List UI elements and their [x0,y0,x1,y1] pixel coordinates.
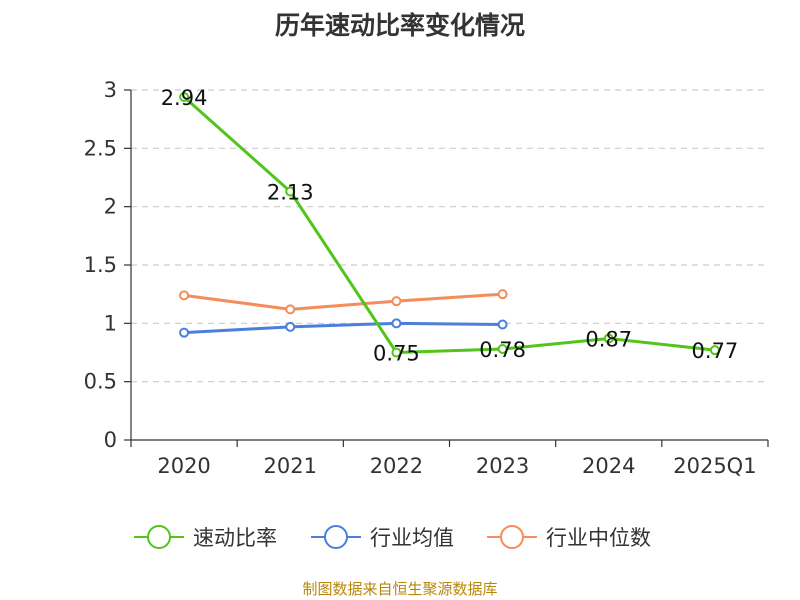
legend-item-0[interactable]: 速动比率 [134,525,277,550]
x-tick-label: 2025Q1 [673,454,756,478]
legend[interactable]: 速动比率 行业均值 行业中位数 [134,525,651,550]
x-tick-label: 2020 [157,454,210,478]
data-point [391,296,402,307]
data-point [285,304,296,315]
y-tick-label: 2.5 [84,136,117,160]
legend-marker [147,525,171,549]
data-point [497,344,508,354]
legend-marker [324,525,348,549]
data-point [603,333,614,344]
legend-label: 行业均值 [370,526,454,550]
data-label: 0.75 [373,342,420,366]
x-tick-label: 2022 [370,454,423,478]
series-line-0 [183,95,716,354]
data-labels: 2.94 2.13 0.75 0.78 0.87 0.77 [161,86,739,366]
x-tick-label: 2021 [264,454,317,478]
data-point [179,327,190,338]
y-tick-label: 3 [104,78,117,102]
data-label: 0.77 [692,339,739,363]
series-line-1 [184,321,503,335]
data-point [497,319,508,330]
source-note: 制图数据来自恒生聚源数据库 [302,580,498,598]
legend-item-2[interactable]: 行业中位数 [487,525,651,550]
x-tick-label: 2024 [582,454,635,478]
data-point [179,92,190,102]
data-point [391,318,402,329]
chart-title: 历年速动比率变化情况 [274,11,525,40]
data-label: 2.13 [267,181,314,205]
y-tick-label: 0 [104,428,117,452]
data-label: 2.94 [161,86,208,110]
y-tick-label: 1.5 [84,253,117,277]
legend-marker [500,525,524,549]
y-tick-label: 0.5 [84,370,117,394]
x-tick-label: 2023 [476,454,529,478]
series-line-2 [183,292,503,311]
data-point [285,186,296,197]
data-point [709,345,720,356]
data-label: 0.87 [585,328,632,352]
legend-label: 行业中位数 [546,526,651,550]
axes: 0 0.5 1 1.5 2 2.5 3 2020 2021 2022 2023 2024 2025Q1 [84,78,769,478]
data-point [391,347,402,358]
grid-lines [131,89,768,383]
legend-item-1[interactable]: 行业均值 [311,525,454,550]
y-tick-label: 2 [104,195,117,219]
data-label: 0.78 [479,338,526,362]
data-point [285,321,296,332]
series-lines [179,92,720,358]
data-point [497,289,508,300]
y-tick-label: 1 [104,311,117,335]
legend-label: 速动比率 [193,526,277,550]
data-point [179,290,190,301]
